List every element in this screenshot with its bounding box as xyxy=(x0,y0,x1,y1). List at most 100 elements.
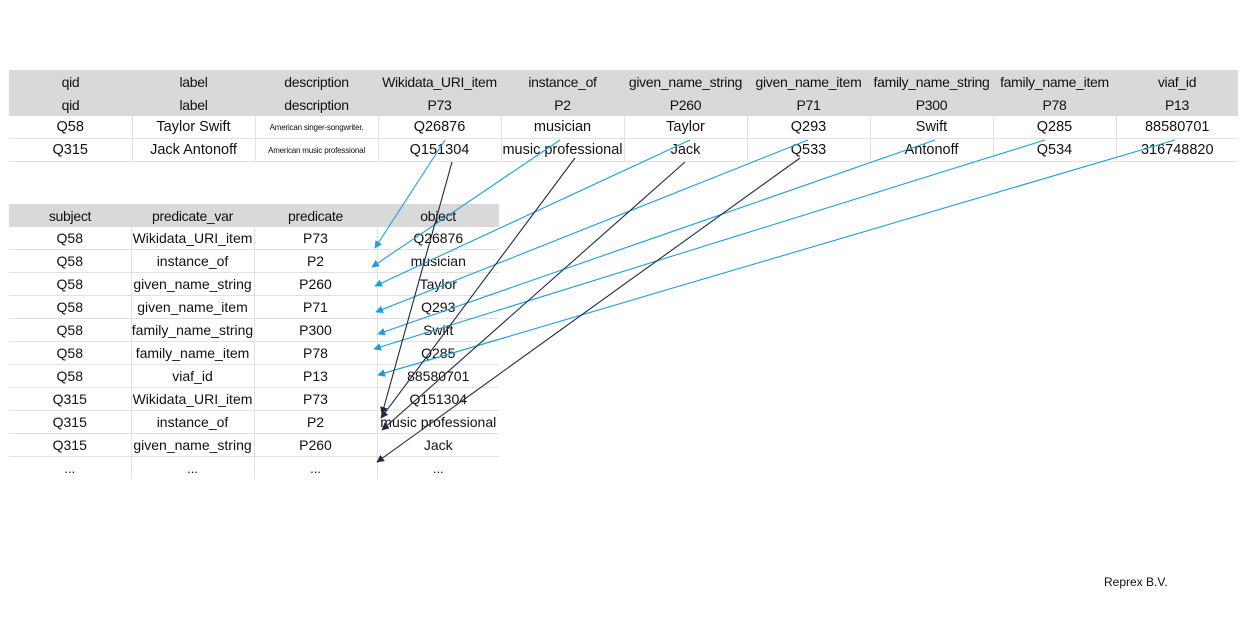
wide-cell: P78 xyxy=(993,93,1116,116)
long-cell: given_name_item xyxy=(131,295,255,319)
wide-cell: 316748820 xyxy=(1116,138,1238,162)
long-cell: P260 xyxy=(254,433,378,457)
long-cell: instance_of xyxy=(131,249,255,273)
long-cell: Q151304 xyxy=(377,387,499,411)
long-cell: musician xyxy=(377,249,499,273)
wide-table: qid label description Wikidata_URI_item inst… xyxy=(9,70,1238,162)
long-cell: 88580701 xyxy=(377,364,499,388)
long-cell: ... xyxy=(254,456,378,479)
long-cell: family_name_string xyxy=(131,318,255,342)
wide-cell: Antonoff xyxy=(870,138,994,162)
wide-cell: label xyxy=(132,70,255,93)
wide-cell: Jack xyxy=(624,138,748,162)
long-cell: Swift xyxy=(377,318,499,342)
long-cell: P71 xyxy=(254,295,378,319)
wide-cell: American music professional xyxy=(255,138,379,162)
wide-cell: viaf_id xyxy=(1116,70,1238,93)
wide-table-row: Q58 Taylor Swift American singer-songwrite… xyxy=(9,116,1238,139)
wide-cell: P2 xyxy=(501,93,624,116)
long-cell: predicate xyxy=(254,204,377,227)
long-cell: subject xyxy=(9,204,131,227)
long-cell: Q58 xyxy=(9,249,132,273)
wide-cell: Q58 xyxy=(9,116,133,139)
long-cell: Q58 xyxy=(9,341,132,365)
long-cell: viaf_id xyxy=(131,364,255,388)
long-cell: Wikidata_URI_item xyxy=(131,227,255,250)
wide-cell: Q151304 xyxy=(378,138,502,162)
wide-cell: description xyxy=(255,93,378,116)
long-cell: P2 xyxy=(254,410,378,434)
wide-cell: family_name_string xyxy=(870,70,993,93)
long-cell: P73 xyxy=(254,227,378,250)
long-cell: instance_of xyxy=(131,410,255,434)
long-cell: Q58 xyxy=(9,272,132,296)
long-cell: P73 xyxy=(254,387,378,411)
long-cell: ... xyxy=(131,456,255,479)
wide-cell: Swift xyxy=(870,116,994,139)
long-cell: Q315 xyxy=(9,410,132,434)
long-cell: ... xyxy=(432,460,444,476)
long-cell: Wikidata_URI_item xyxy=(131,387,255,411)
wide-cell: American singer-songwriter. xyxy=(255,116,379,139)
long-cell: P78 xyxy=(254,341,378,365)
long-cell: P13 xyxy=(254,364,378,388)
wide-cell: description xyxy=(255,70,378,93)
long-cell: Q315 xyxy=(9,387,132,411)
long-cell: Q26876 xyxy=(377,227,499,250)
wide-table-row: Q315 Jack Antonoff American music professi… xyxy=(9,138,1238,162)
long-table-row: Q315 Wikidata_URI_item P73 Q151304 xyxy=(9,387,499,411)
long-cell: Q58 xyxy=(9,364,132,388)
wide-cell: Q293 xyxy=(747,116,871,139)
wide-cell: family_name_item xyxy=(993,70,1116,93)
long-cell: predicate_var xyxy=(131,204,254,227)
long-cell: family_name_item xyxy=(131,341,255,365)
long-cell: Q315 xyxy=(9,433,132,457)
long-cell: Q293 xyxy=(377,295,499,319)
wide-header-row-names: qid label description Wikidata_URI_item inst… xyxy=(9,70,1238,93)
wide-cell: instance_of xyxy=(501,70,624,93)
wide-cell: given_name_item xyxy=(747,70,870,93)
long-header-row: subject predicate_var predicate object xyxy=(9,204,499,227)
wide-header-row-properties: qid label description P73 P2 P260 P71 P300 P78 P1… xyxy=(9,93,1238,116)
long-table-row: Q58 family_name_item P78 Q285 xyxy=(9,341,499,365)
long-cell: object xyxy=(377,204,499,227)
long-table-row: Q315 given_name_string P260 Jack xyxy=(9,433,499,457)
long-cell: P260 xyxy=(254,272,378,296)
long-table-row: Q58 instance_of P2 musician xyxy=(9,249,499,273)
long-table: subject predicate_var predicate object Q58 Wi… xyxy=(9,204,499,479)
wide-cell: P300 xyxy=(870,93,993,116)
long-cell: Q58 xyxy=(9,295,132,319)
wide-cell: P71 xyxy=(747,93,870,116)
long-cell: P300 xyxy=(254,318,378,342)
wide-cell: qid xyxy=(9,70,132,93)
wide-cell: given_name_string xyxy=(624,70,747,93)
wide-cell: musician xyxy=(501,116,625,139)
long-cell: given_name_string xyxy=(131,433,255,457)
long-cell: Q285 xyxy=(377,341,499,365)
long-table-row: Q315 instance_of P2 music professional xyxy=(9,410,499,434)
wide-cell: Q315 xyxy=(9,138,133,162)
long-table-row: Q58 given_name_string P260 Taylor xyxy=(9,272,499,296)
wide-cell: P73 xyxy=(378,93,501,116)
long-table-row: Q58 family_name_string P300 Swift xyxy=(9,318,499,342)
long-cell: Q58 xyxy=(9,318,132,342)
wide-cell: Wikidata_URI_item xyxy=(378,70,501,93)
wide-cell: music professional xyxy=(501,138,625,162)
long-table-row: Q58 viaf_id P13 88580701 xyxy=(9,364,499,388)
wide-cell: P13 xyxy=(1116,93,1238,116)
long-cell: Q58 xyxy=(9,227,132,250)
long-cell: P2 xyxy=(254,249,378,273)
long-cell: given_name_string xyxy=(131,272,255,296)
wide-cell: label xyxy=(132,93,255,116)
long-cell: Taylor xyxy=(377,272,499,296)
wide-cell: qid xyxy=(9,93,132,116)
long-ellipsis-row: ............ xyxy=(9,456,499,479)
wide-cell: Q534 xyxy=(993,138,1117,162)
long-cell: ... xyxy=(9,456,132,479)
long-table-row: Q58 Wikidata_URI_item P73 Q26876 xyxy=(9,227,499,250)
wide-cell: Taylor xyxy=(624,116,748,139)
wide-cell: Q533 xyxy=(747,138,871,162)
footer-credit: Reprex B.V. xyxy=(1104,575,1168,589)
wide-cell: Q26876 xyxy=(378,116,502,139)
wide-cell: P260 xyxy=(624,93,747,116)
